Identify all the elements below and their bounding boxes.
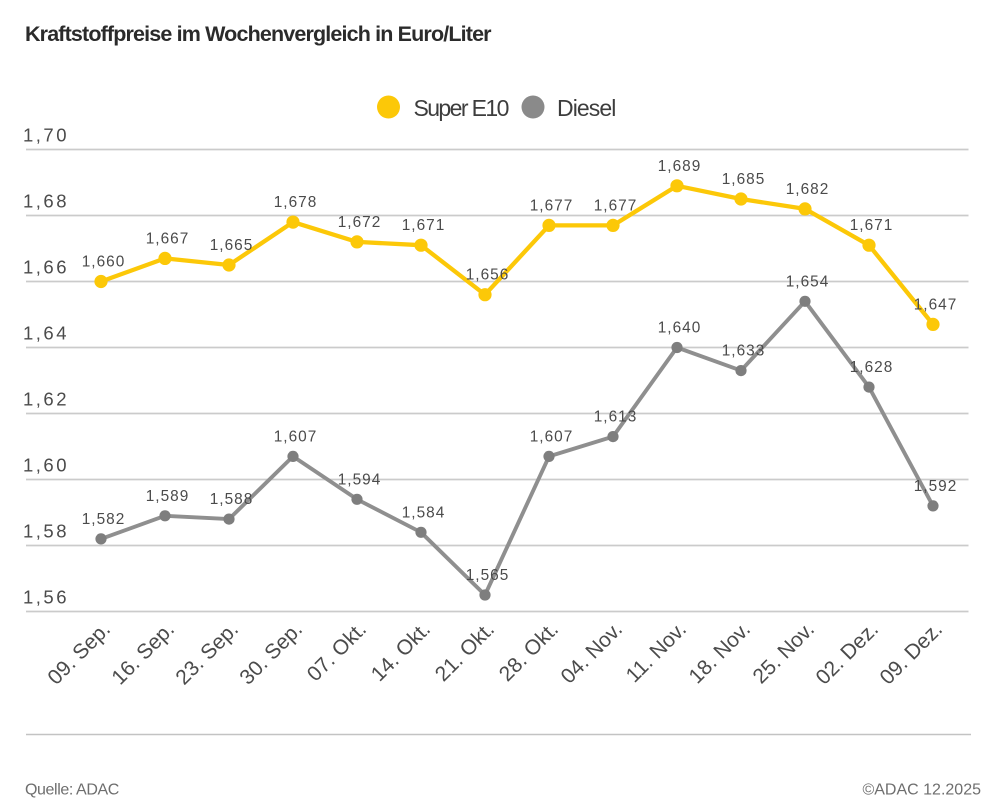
svg-text:1,70: 1,70: [23, 124, 69, 145]
svg-text:Quelle: ADAC: Quelle: ADAC: [25, 782, 119, 799]
svg-text:1,60: 1,60: [23, 454, 69, 475]
svg-text:Diesel: Diesel: [557, 95, 616, 121]
svg-text:1,689: 1,689: [658, 158, 702, 175]
svg-text:1,56: 1,56: [23, 586, 69, 607]
svg-text:1,654: 1,654: [786, 273, 830, 290]
svg-text:1,647: 1,647: [914, 296, 958, 313]
svg-text:1,665: 1,665: [210, 237, 254, 254]
svg-text:1,66: 1,66: [23, 256, 69, 277]
svg-text:1,594: 1,594: [338, 471, 382, 488]
svg-text:1,685: 1,685: [722, 171, 766, 188]
svg-text:1,588: 1,588: [210, 491, 254, 508]
svg-text:1,62: 1,62: [23, 388, 69, 409]
svg-text:1,607: 1,607: [274, 428, 318, 445]
svg-text:1,68: 1,68: [23, 190, 69, 211]
svg-text:1,582: 1,582: [82, 511, 126, 528]
svg-text:1,660: 1,660: [82, 254, 126, 271]
svg-text:1,613: 1,613: [594, 409, 638, 426]
svg-text:Super E10: Super E10: [414, 95, 509, 121]
svg-text:1,671: 1,671: [402, 217, 446, 234]
svg-text:1,667: 1,667: [146, 230, 190, 247]
svg-text:1,64: 1,64: [23, 322, 69, 343]
svg-text:1,682: 1,682: [786, 181, 830, 198]
svg-text:©ADAC 12.2025: ©ADAC 12.2025: [862, 782, 981, 799]
svg-text:Kraftstoffpreise im Wochenverg: Kraftstoffpreise im Wochenvergleich in E…: [25, 22, 492, 46]
svg-text:1,678: 1,678: [274, 194, 318, 211]
svg-text:1,607: 1,607: [530, 428, 574, 445]
svg-text:1,584: 1,584: [402, 504, 446, 521]
svg-text:1,671: 1,671: [850, 217, 894, 234]
svg-text:1,592: 1,592: [914, 478, 958, 495]
svg-text:1,677: 1,677: [594, 197, 638, 214]
svg-text:1,640: 1,640: [658, 320, 702, 337]
svg-text:1,628: 1,628: [850, 359, 894, 376]
svg-text:1,677: 1,677: [530, 197, 574, 214]
svg-text:1,589: 1,589: [146, 488, 190, 505]
svg-text:1,565: 1,565: [466, 567, 510, 584]
svg-text:1,656: 1,656: [466, 267, 510, 284]
svg-text:1,672: 1,672: [338, 214, 382, 231]
svg-text:1,58: 1,58: [23, 520, 69, 541]
svg-text:1,633: 1,633: [722, 343, 766, 360]
